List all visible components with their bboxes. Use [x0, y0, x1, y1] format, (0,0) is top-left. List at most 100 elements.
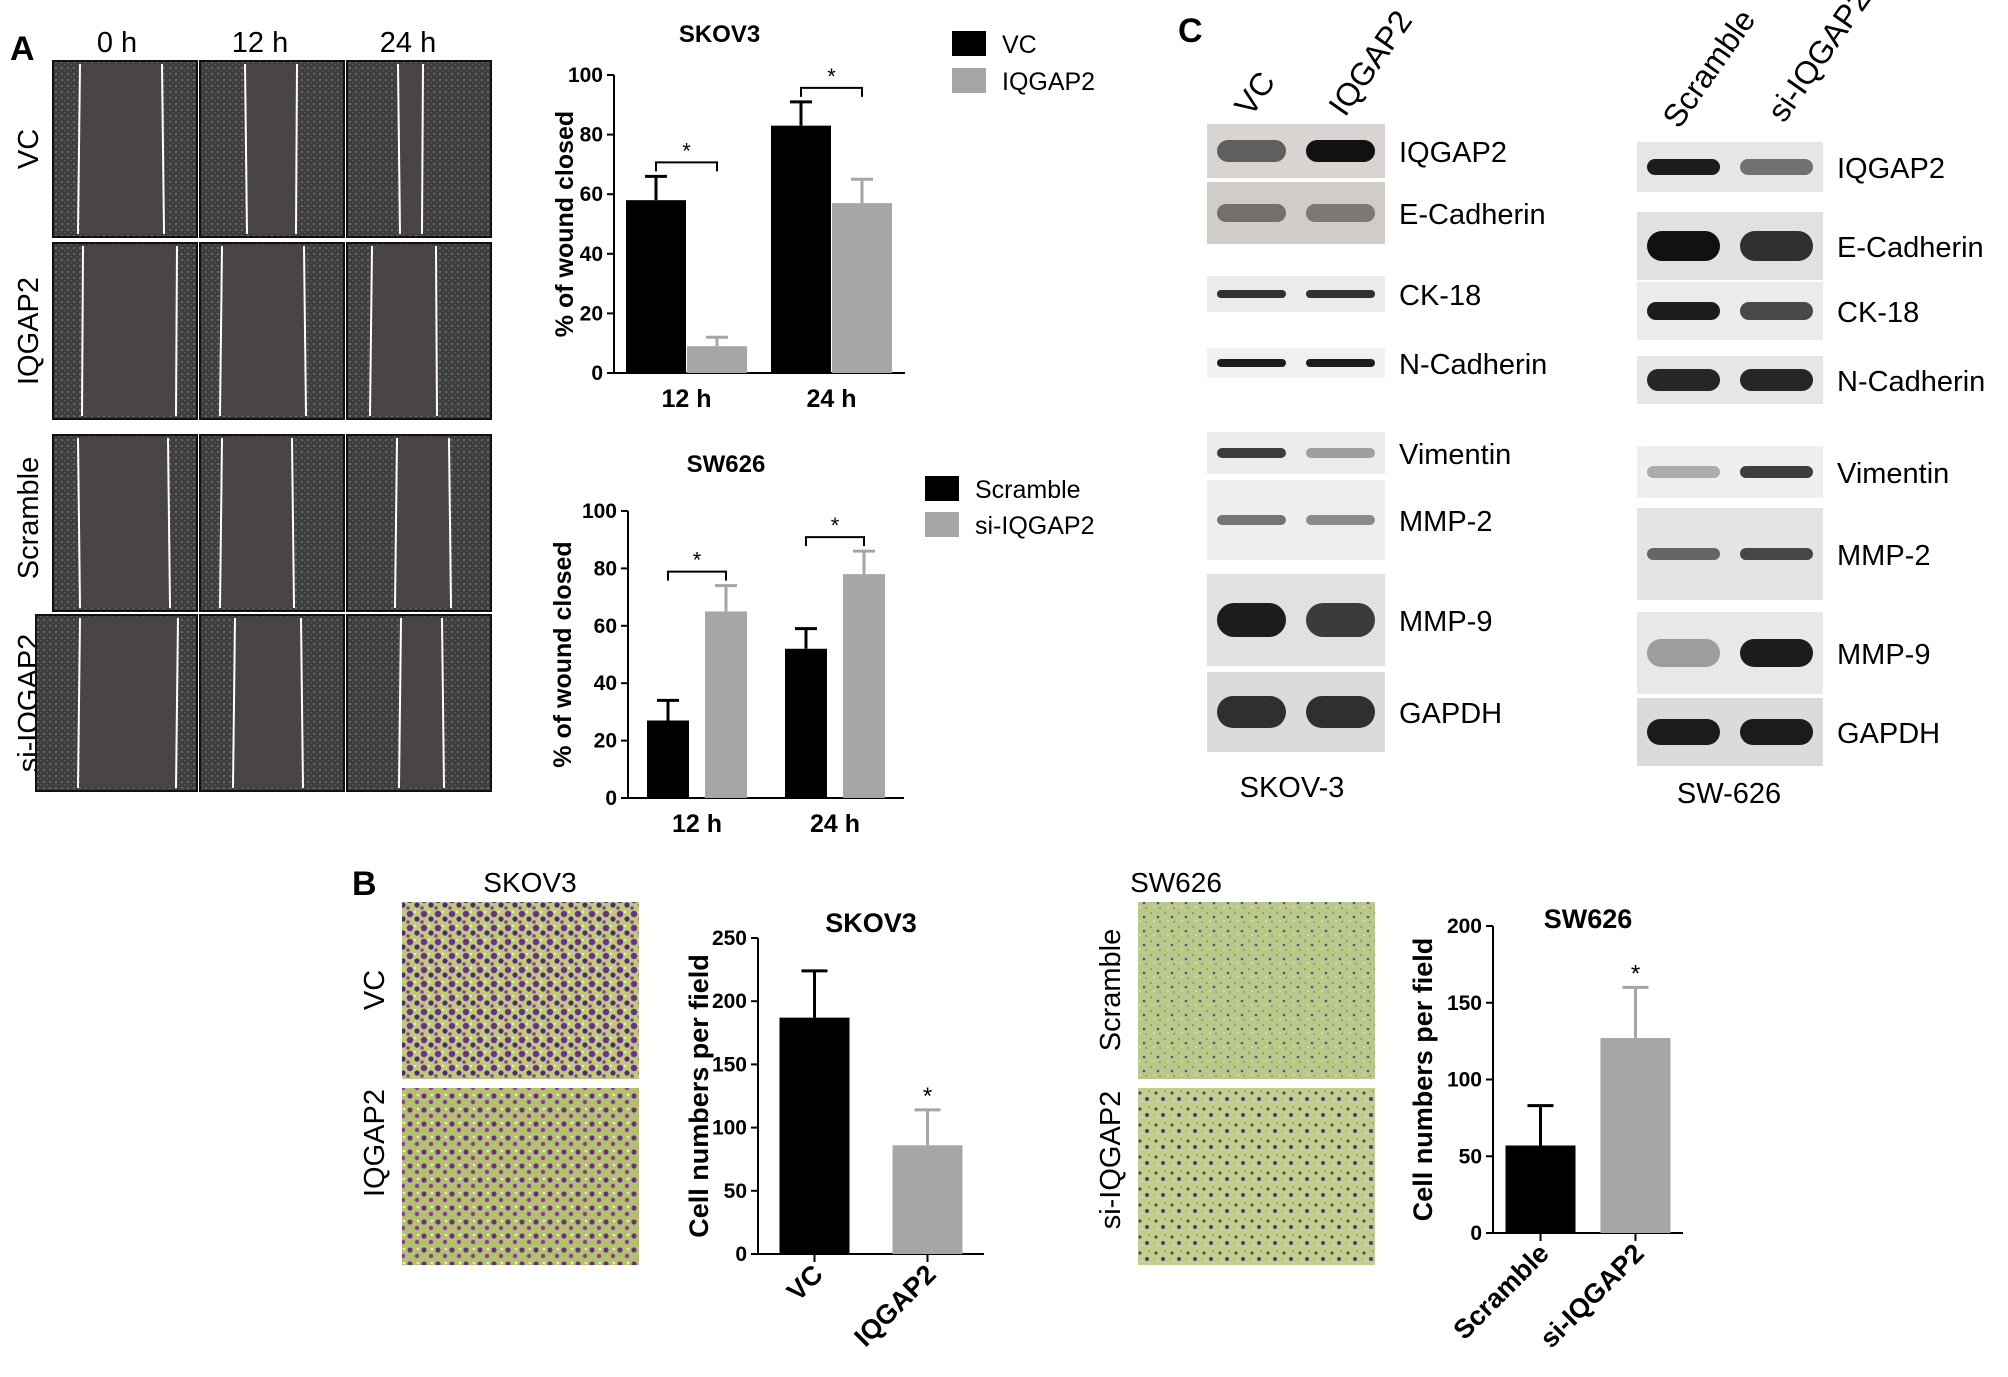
y-tick-label: 150	[712, 1053, 747, 1076]
blot-band	[1740, 159, 1813, 175]
row-label-scramble: Scramble	[13, 457, 45, 580]
y-tick-label: 20	[594, 730, 617, 753]
protein-label: MMP-9	[1399, 606, 1492, 638]
chart-title: SKOV3	[679, 21, 760, 48]
bar	[892, 1145, 963, 1254]
wound-image	[199, 242, 345, 420]
blot-band	[1740, 302, 1813, 320]
blot-band	[1306, 448, 1375, 458]
x-tick-label: 12 h	[661, 385, 711, 413]
x-tick-label: VC	[781, 1259, 829, 1307]
legend-label: si-IQGAP2	[975, 512, 1094, 540]
wound-image	[52, 242, 198, 420]
bar	[843, 574, 885, 798]
protein-label: IQGAP2	[1399, 137, 1507, 169]
row-label-b-scramble: Scramble	[1095, 929, 1127, 1052]
blot-band	[1647, 159, 1720, 175]
wound-image	[346, 434, 492, 612]
bar	[647, 720, 689, 798]
y-axis-label: % of wound closed	[551, 111, 579, 337]
row-label-vc: VC	[13, 129, 45, 169]
blot-band	[1647, 369, 1720, 391]
protein-label: N-Cadherin	[1399, 349, 1547, 381]
blot-band	[1306, 603, 1375, 637]
y-tick-label: 0	[605, 787, 617, 810]
blot-band	[1217, 290, 1286, 298]
bar	[832, 203, 892, 373]
x-tick-label: 24 h	[806, 385, 856, 413]
x-tick-label: 12 h	[672, 810, 722, 838]
protein-label: MMP-2	[1837, 540, 1930, 572]
transwell-image-skov3-vc	[402, 902, 639, 1079]
blot-band	[1306, 290, 1375, 298]
protein-label: E-Cadherin	[1399, 199, 1546, 231]
protein-label: E-Cadherin	[1837, 232, 1984, 264]
wound-image	[199, 434, 345, 612]
protein-label: GAPDH	[1399, 698, 1502, 730]
row-label-iqgap2: IQGAP2	[13, 277, 45, 385]
x-tick-label: 24 h	[810, 810, 860, 838]
wound-image-grid	[35, 60, 492, 792]
chart-skov3-transwell: SKOV3 0 50 100 150 200 250 Cell numbers per fie…	[684, 908, 984, 1352]
transwell-image-sw626-scramble	[1138, 902, 1375, 1079]
wound-image	[199, 614, 345, 792]
y-tick-label: 50	[1459, 1145, 1482, 1168]
wound-image	[52, 434, 198, 612]
blot-band	[1647, 466, 1720, 478]
protein-label: MMP-9	[1837, 639, 1930, 671]
lane-label-scramble: Scramble	[1655, 3, 1762, 134]
y-tick-label: 0	[591, 362, 603, 385]
significance-bracket	[655, 161, 718, 172]
bar	[687, 346, 747, 373]
timepoint-label-24h: 24 h	[380, 27, 436, 59]
blot-band	[1217, 515, 1286, 525]
wound-image	[35, 614, 198, 792]
y-tick-label: 80	[580, 124, 603, 147]
blot-band	[1740, 639, 1813, 667]
lane-label-iqgap2: IQGAP2	[1321, 4, 1419, 122]
significance-marker: *	[827, 64, 836, 89]
protein-label: Vimentin	[1837, 458, 1949, 490]
blot-band	[1740, 369, 1813, 391]
row-label-b-si-iqgap2: si-IQGAP2	[1095, 1091, 1127, 1230]
bar	[1505, 1145, 1576, 1233]
y-tick-label: 100	[712, 1117, 747, 1140]
significance-marker: *	[831, 513, 840, 538]
protein-label: N-Cadherin	[1837, 366, 1985, 398]
bar	[779, 1017, 850, 1254]
x-tick-label: si-IQGAP2	[1534, 1238, 1650, 1354]
significance-marker: *	[693, 548, 702, 573]
significance-bracket	[800, 86, 863, 97]
y-tick-label: 0	[1470, 1222, 1482, 1245]
timepoint-label-0h: 0 h	[97, 27, 137, 59]
y-tick-label: 150	[1447, 992, 1482, 1015]
blot-band	[1217, 448, 1286, 458]
wound-image	[346, 614, 492, 792]
blot-band	[1217, 696, 1286, 728]
blot-band	[1217, 204, 1286, 222]
bar	[771, 125, 831, 373]
blot-band	[1217, 603, 1286, 637]
blot-band	[1647, 231, 1720, 261]
y-tick-label: 250	[712, 927, 747, 950]
blot-band	[1306, 359, 1375, 367]
bar	[705, 611, 747, 798]
y-tick-label: 80	[594, 557, 617, 580]
protein-label: Vimentin	[1399, 439, 1511, 471]
chart-title: SW626	[687, 451, 766, 478]
blot-band	[1647, 639, 1720, 667]
legend-label: VC	[1002, 31, 1037, 59]
y-tick-label: 60	[580, 183, 603, 206]
bar	[785, 648, 827, 798]
western-blot-skov3: IQGAP2 E-Cadherin CK-18 N-Cadherin Vimentin M…	[1207, 124, 1547, 752]
wound-image	[346, 242, 492, 420]
y-tick-label: 100	[1447, 1069, 1482, 1092]
wound-image	[52, 60, 198, 238]
protein-label: MMP-2	[1399, 506, 1492, 538]
blot-band	[1217, 140, 1286, 162]
blot-band	[1306, 515, 1375, 525]
y-tick-label: 0	[735, 1243, 747, 1266]
protein-label: GAPDH	[1837, 718, 1940, 750]
bar	[1600, 1038, 1671, 1233]
y-tick-label: 40	[580, 243, 603, 266]
